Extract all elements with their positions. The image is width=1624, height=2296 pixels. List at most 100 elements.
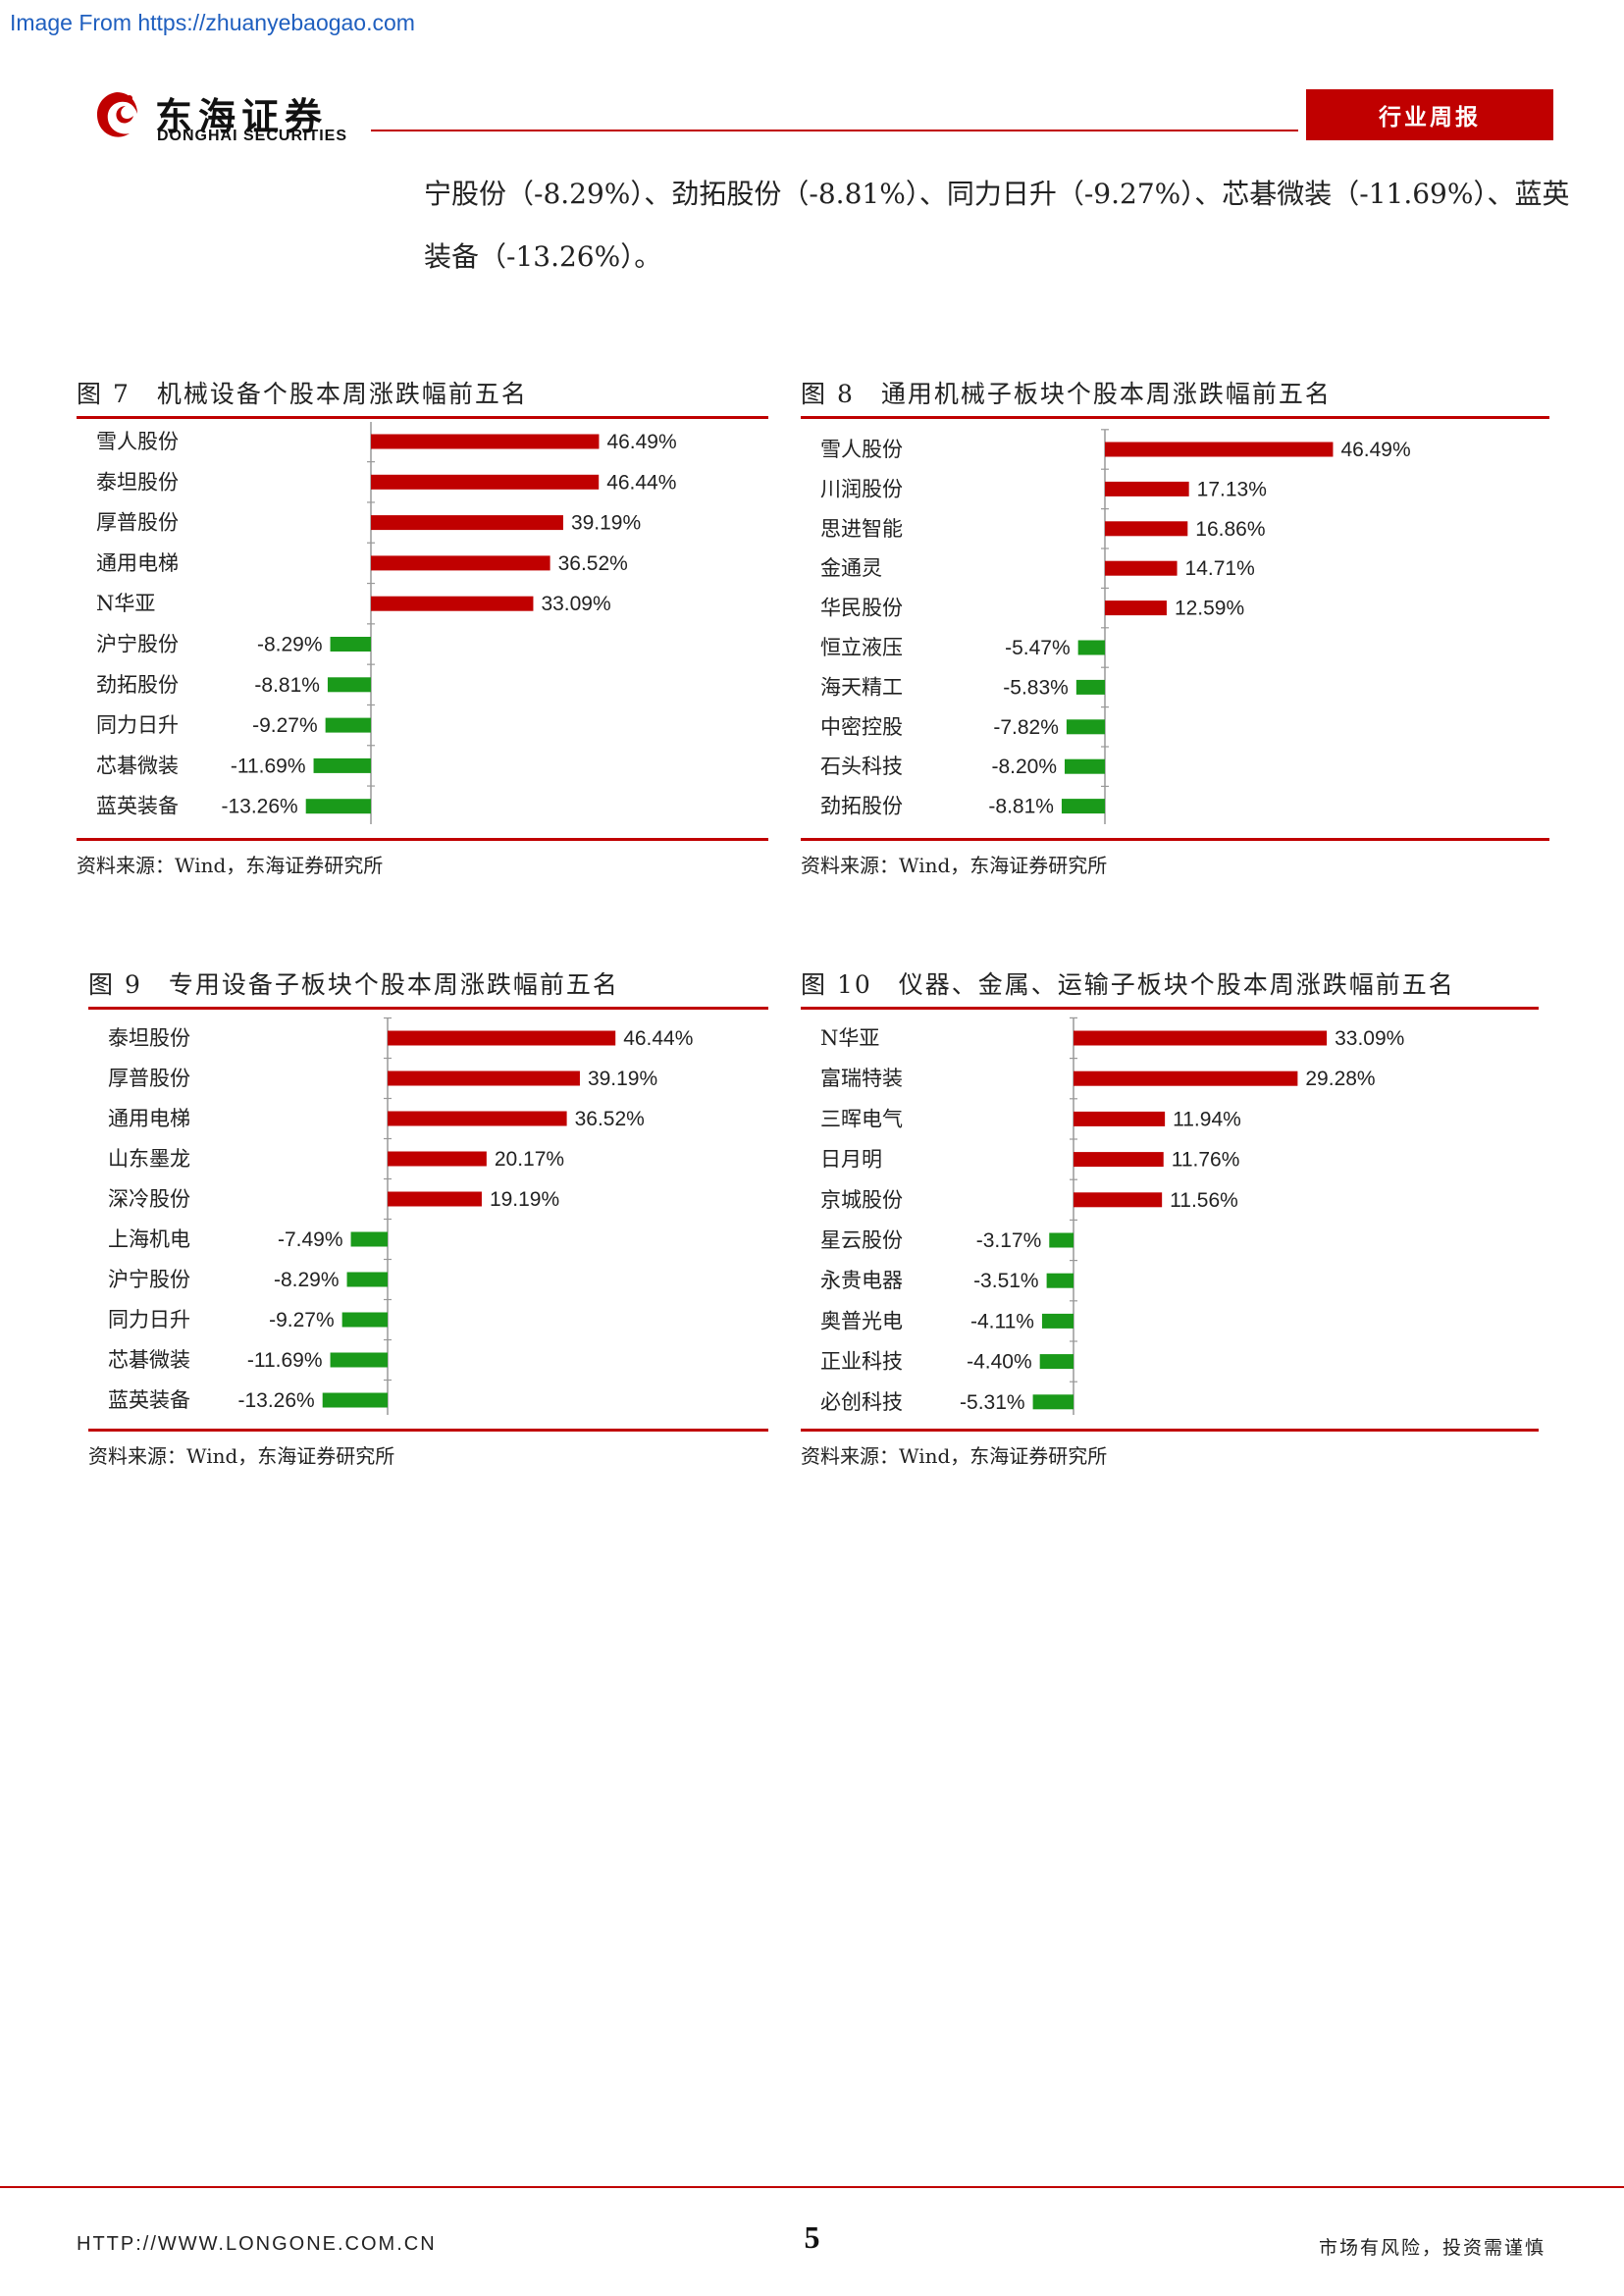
dragon-logo-icon (96, 92, 137, 137)
value-label: -11.69% (231, 755, 306, 777)
bar-思进智能 (1105, 521, 1188, 537)
value-label: -4.40% (967, 1351, 1032, 1374)
bar-海天精工 (1075, 679, 1105, 695)
value-label: 46.44% (606, 471, 676, 494)
bar-富瑞特装 (1074, 1070, 1298, 1086)
bar-芯碁微装 (330, 1352, 388, 1368)
figure-top-rule (801, 1007, 1539, 1010)
value-label: -8.29% (257, 634, 323, 656)
value-label: -8.29% (274, 1269, 340, 1291)
category-label: 奥普光电 (820, 1309, 903, 1332)
value-label: 11.76% (1172, 1149, 1240, 1172)
category-label: 芯碁微装 (96, 754, 179, 777)
value-label: -7.82% (993, 716, 1059, 739)
bar-奥普光电 (1041, 1313, 1074, 1329)
category-label: N华亚 (96, 592, 155, 615)
category-label: N华亚 (820, 1026, 879, 1050)
value-label: -9.27% (252, 714, 318, 737)
bar-蓝英装备 (322, 1392, 388, 1408)
category-label: 雪人股份 (96, 430, 179, 453)
figure-top-rule (88, 1007, 768, 1010)
bar-华民股份 (1105, 600, 1167, 616)
bar-芯碁微装 (313, 757, 371, 773)
bar-泰坦股份 (388, 1030, 616, 1046)
value-label: 39.19% (588, 1068, 657, 1090)
bar-同力日升 (341, 1312, 388, 1328)
value-label: -13.26% (237, 1389, 314, 1412)
bar-中密控股 (1066, 719, 1105, 735)
value-label: 20.17% (495, 1148, 564, 1171)
watermark-text: Image From https://zhuanyebaogao.com (10, 10, 415, 35)
bar-恒立液压 (1077, 640, 1105, 655)
category-label: 泰坦股份 (108, 1026, 190, 1050)
category-label: 劲拓股份 (820, 795, 903, 818)
bar-同力日升 (325, 717, 371, 733)
body-text-line-2: 装备（-13.26%）。 (424, 240, 662, 273)
value-label: 11.94% (1173, 1108, 1241, 1130)
figure-top-rule (801, 416, 1549, 419)
page-number: 5 (804, 2219, 820, 2255)
category-label: 沪宁股份 (108, 1268, 190, 1291)
header-rule (371, 130, 1298, 131)
bar-雪人股份 (1105, 442, 1334, 457)
value-label: 12.59% (1175, 598, 1244, 620)
figure-title: 图 7 机械设备个股本周涨跌幅前五名 (77, 380, 528, 408)
bar-N华亚 (1074, 1030, 1328, 1046)
category-label: 富瑞特装 (820, 1067, 903, 1090)
category-label: 同力日升 (96, 713, 179, 737)
category-label: 星云股份 (820, 1228, 903, 1252)
category-label: 中密控股 (820, 715, 903, 739)
category-label: 厚普股份 (108, 1067, 190, 1090)
value-label: 19.19% (490, 1188, 559, 1211)
footer-rule (0, 2186, 1624, 2188)
category-label: 必创科技 (820, 1390, 903, 1414)
value-label: -5.47% (1005, 637, 1071, 659)
bar-泰坦股份 (371, 474, 600, 490)
value-label: 17.13% (1197, 478, 1267, 500)
chart-figure-10: N华亚 33.09% 富瑞特装 29.28% 三晖电气 11.94% 日月明 11.76% 京城… (820, 1017, 1404, 1415)
chart-figure-8: 雪人股份 46.49% 川润股份 17.13% 思进智能 16.86% 金通灵 14.71% 华… (820, 429, 1411, 824)
figure-bottom-rule (77, 838, 768, 841)
value-label: 36.52% (558, 552, 628, 575)
value-label: -5.83% (1003, 676, 1069, 699)
category-label: 劲拓股份 (96, 673, 179, 697)
logo-chinese-name: 东海证券 (155, 95, 329, 138)
logo: 东海证券 DONGHAI SECURITIES (86, 86, 381, 155)
category-label: 正业科技 (820, 1350, 903, 1374)
category-label: 深冷股份 (108, 1187, 190, 1211)
figure-bottom-rule (801, 838, 1549, 841)
value-label: -8.81% (988, 796, 1054, 818)
category-label: 通用电梯 (108, 1107, 190, 1130)
risk-disclaimer: 市场有风险，投资需谨慎 (1318, 2237, 1545, 2259)
bar-厚普股份 (388, 1070, 580, 1086)
figure-source: 资料来源：Wind，东海证券研究所 (801, 854, 1108, 877)
category-label: 上海机电 (108, 1227, 190, 1251)
logo-english-name: DONGHAI SECURITIES (157, 128, 348, 144)
bar-川润股份 (1105, 481, 1189, 496)
value-label: 46.49% (1340, 439, 1410, 461)
bar-通用电梯 (388, 1111, 567, 1126)
value-label: 46.44% (623, 1027, 693, 1050)
category-label: 山东墨龙 (108, 1147, 190, 1171)
category-label: 雪人股份 (820, 438, 903, 461)
bar-金通灵 (1105, 560, 1178, 576)
bar-劲拓股份 (327, 677, 371, 693)
bar-沪宁股份 (330, 637, 371, 652)
category-label: 永贵电器 (820, 1269, 903, 1292)
value-label: -4.11% (970, 1310, 1034, 1332)
category-label: 金通灵 (820, 556, 882, 580)
figure-source: 资料来源：Wind，东海证券研究所 (88, 1444, 395, 1468)
category-label: 川润股份 (820, 477, 903, 500)
figure-top-rule (77, 416, 768, 419)
category-label: 海天精工 (820, 675, 903, 699)
bar-上海机电 (350, 1231, 388, 1247)
value-label: -7.49% (278, 1228, 343, 1251)
category-label: 泰坦股份 (96, 470, 179, 494)
category-label: 蓝英装备 (96, 795, 179, 818)
bar-沪宁股份 (346, 1272, 388, 1287)
value-label: 33.09% (1335, 1027, 1404, 1050)
chart-figure-9: 泰坦股份 46.44% 厚普股份 39.19% 通用电梯 36.52% 山东墨龙 20.17%… (108, 1017, 693, 1415)
value-label: -11.69% (247, 1349, 323, 1372)
footer-url-link[interactable]: HTTP://WWW.LONGONE.COM.CN (77, 2233, 437, 2255)
value-label: -5.31% (960, 1391, 1025, 1414)
